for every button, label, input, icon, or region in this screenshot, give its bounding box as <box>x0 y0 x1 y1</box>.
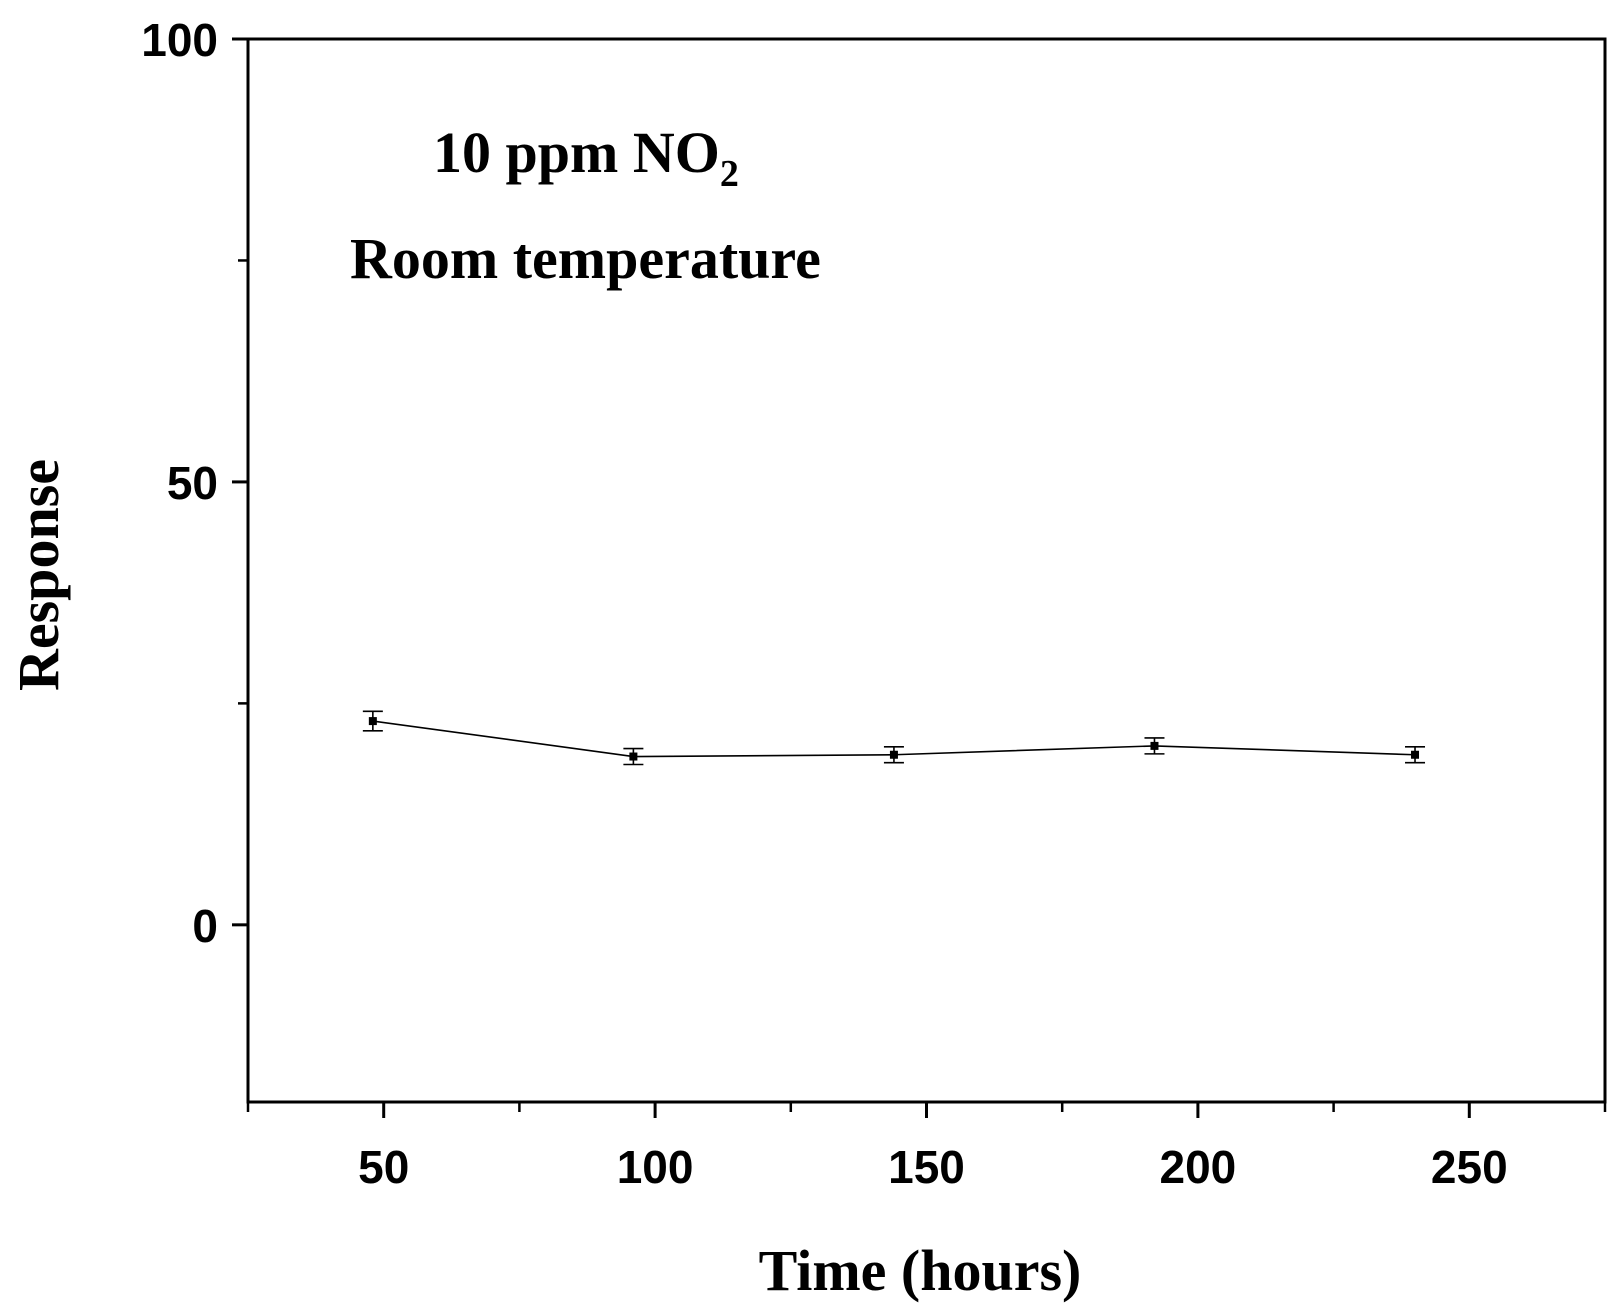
x-tick-label: 200 <box>1160 1141 1237 1193</box>
x-axis-ticks: 50 100 150 200 250 <box>246 1102 1607 1193</box>
plot-frame <box>246 37 1607 1104</box>
temperature-annotation: Room temperature <box>350 226 821 291</box>
square-marker <box>368 717 377 726</box>
x-tick-label: 150 <box>888 1141 965 1193</box>
square-marker <box>1150 741 1159 750</box>
data-point <box>1405 745 1426 764</box>
plot-area-border <box>246 37 1607 1104</box>
gas-concentration-annotation: 10 ppm NO2 <box>433 120 739 195</box>
annotation-subscript: 2 <box>720 153 739 195</box>
x-tick-label: 250 <box>1431 1141 1508 1193</box>
data-point <box>1144 737 1165 755</box>
data-point <box>362 710 383 732</box>
square-marker <box>1411 750 1420 759</box>
x-tick-label: 100 <box>617 1141 694 1193</box>
y-axis-ticks: 0 50 100 <box>141 14 248 952</box>
annotation-main-text: 10 ppm NO <box>433 120 720 185</box>
square-marker <box>629 752 638 761</box>
y-axis-title: Response <box>6 459 71 691</box>
data-point <box>883 745 904 764</box>
x-tick-label: 50 <box>358 1141 409 1193</box>
y-tick-label: 100 <box>141 14 218 66</box>
y-tick-label: 0 <box>192 900 218 952</box>
x-axis-title: Time (hours) <box>759 1238 1082 1303</box>
data-point <box>623 747 644 766</box>
data-series <box>362 710 1426 766</box>
square-marker <box>889 750 898 759</box>
y-tick-label: 50 <box>167 457 218 509</box>
